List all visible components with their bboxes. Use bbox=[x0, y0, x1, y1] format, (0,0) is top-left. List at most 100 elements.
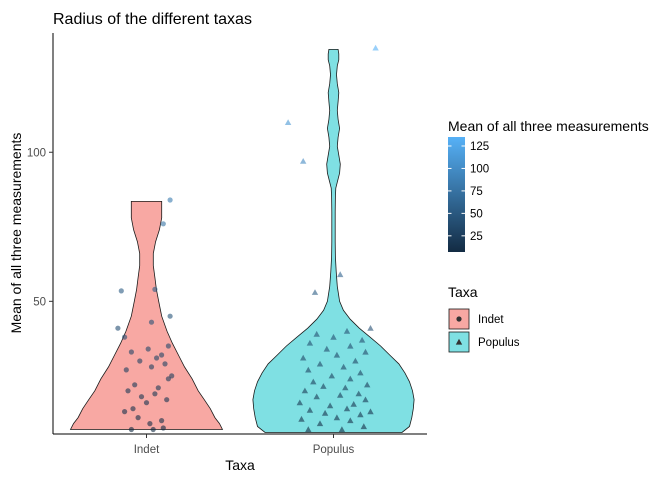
plot-area bbox=[69, 44, 415, 433]
data-point-populus bbox=[340, 363, 347, 370]
taxa-legend: Taxa Indet Populus bbox=[448, 284, 520, 353]
data-point-indet bbox=[159, 352, 165, 358]
data-point-indet bbox=[162, 361, 168, 367]
data-point-indet bbox=[145, 346, 151, 352]
x-tick-label: Populus bbox=[313, 444, 355, 456]
colorbar-tick-label: 50 bbox=[470, 208, 483, 220]
data-point-indet bbox=[155, 385, 161, 391]
y-axis-ticks: 50 100 bbox=[27, 147, 53, 308]
data-point-populus bbox=[357, 369, 364, 376]
data-point-populus bbox=[300, 158, 307, 164]
data-point-populus bbox=[342, 384, 349, 391]
data-point-populus bbox=[347, 417, 354, 424]
data-point-populus bbox=[323, 345, 330, 352]
data-point-indet bbox=[122, 409, 128, 415]
data-point-indet bbox=[167, 197, 173, 203]
data-point-populus bbox=[311, 289, 319, 295]
violin-populus bbox=[252, 49, 415, 433]
legend-label-populus: Populus bbox=[478, 337, 520, 349]
data-point-indet bbox=[160, 221, 166, 227]
data-point-populus bbox=[372, 44, 379, 51]
data-point-indet bbox=[132, 382, 138, 388]
data-point-populus bbox=[357, 411, 364, 418]
data-point-populus bbox=[337, 271, 344, 278]
data-point-populus bbox=[358, 336, 366, 343]
data-point-populus bbox=[362, 348, 369, 355]
data-point-indet bbox=[164, 397, 170, 403]
data-point-populus bbox=[306, 406, 314, 413]
data-point-indet bbox=[152, 391, 158, 397]
data-point-populus bbox=[300, 354, 307, 361]
colorbar-tick-label: 125 bbox=[470, 141, 489, 153]
data-point-indet bbox=[169, 373, 175, 379]
data-point-populus bbox=[310, 378, 317, 385]
data-point-indet bbox=[165, 343, 171, 349]
data-point-indet bbox=[167, 313, 173, 319]
data-point-populus bbox=[326, 402, 334, 409]
y-axis-label: Mean of all three measurements bbox=[8, 133, 24, 334]
data-point-indet bbox=[128, 349, 134, 355]
data-point-indet bbox=[152, 286, 158, 292]
data-point-populus bbox=[330, 333, 337, 340]
data-point-indet bbox=[125, 388, 131, 394]
x-tick-label: Indet bbox=[134, 444, 160, 456]
data-point-indet bbox=[137, 358, 143, 364]
data-point-indet bbox=[118, 288, 124, 294]
x-axis-ticks: Indet Populus bbox=[134, 434, 355, 456]
data-point-populus bbox=[321, 409, 329, 416]
data-point-indet bbox=[148, 319, 155, 325]
data-point-populus bbox=[352, 357, 359, 364]
data-point-populus bbox=[333, 351, 341, 358]
data-point-populus bbox=[362, 396, 369, 403]
data-point-indet bbox=[148, 364, 155, 370]
data-point-indet bbox=[154, 355, 160, 361]
data-point-populus bbox=[364, 381, 371, 388]
taxa-legend-title: Taxa bbox=[448, 284, 478, 300]
colorbar-tick-label: 100 bbox=[470, 163, 489, 175]
data-point-populus bbox=[367, 408, 374, 415]
legend-label-indet: Indet bbox=[478, 314, 504, 326]
y-tick-label: 50 bbox=[33, 296, 46, 308]
colorbar-legend: Mean of all three measurements 25 50 75 100… bbox=[448, 118, 649, 252]
data-point-indet bbox=[130, 406, 136, 412]
data-point-populus bbox=[350, 401, 357, 407]
data-point-populus bbox=[367, 325, 374, 331]
data-point-indet bbox=[147, 421, 153, 427]
data-point-populus bbox=[316, 360, 324, 367]
data-point-populus bbox=[360, 423, 367, 430]
violin-indet bbox=[69, 201, 224, 430]
data-point-populus bbox=[296, 399, 303, 406]
colorbar-tick-label: 75 bbox=[470, 186, 483, 198]
colorbar bbox=[448, 137, 465, 252]
data-point-populus bbox=[320, 383, 327, 389]
data-point-populus bbox=[347, 342, 354, 349]
data-point-populus bbox=[343, 405, 351, 412]
data-point-populus bbox=[355, 390, 362, 397]
data-point-populus bbox=[316, 420, 324, 427]
legend-symbol-populus bbox=[455, 338, 463, 345]
data-point-indet bbox=[138, 394, 145, 400]
colorbar-legend-title: Mean of all three measurements bbox=[448, 118, 649, 134]
data-point-populus bbox=[347, 375, 354, 382]
data-point-indet bbox=[128, 426, 134, 433]
data-point-populus bbox=[343, 327, 351, 334]
data-point-indet bbox=[160, 425, 166, 431]
x-axis-label: Taxa bbox=[225, 457, 255, 473]
data-point-populus bbox=[305, 426, 312, 433]
data-point-populus bbox=[298, 415, 305, 422]
data-point-populus bbox=[305, 366, 312, 373]
data-point-populus bbox=[313, 393, 320, 400]
chart-title: Radius of the different taxas bbox=[53, 11, 252, 28]
data-point-populus bbox=[306, 339, 314, 346]
colorbar-tick-label: 25 bbox=[470, 231, 483, 243]
data-point-populus bbox=[333, 414, 341, 421]
data-point-populus bbox=[313, 330, 320, 337]
data-point-populus bbox=[338, 426, 346, 433]
data-point-populus bbox=[328, 372, 335, 379]
y-tick-label: 100 bbox=[27, 147, 46, 159]
data-point-populus bbox=[337, 392, 344, 398]
data-point-populus bbox=[284, 119, 292, 125]
data-point-indet bbox=[143, 400, 150, 406]
data-point-indet bbox=[135, 415, 141, 421]
